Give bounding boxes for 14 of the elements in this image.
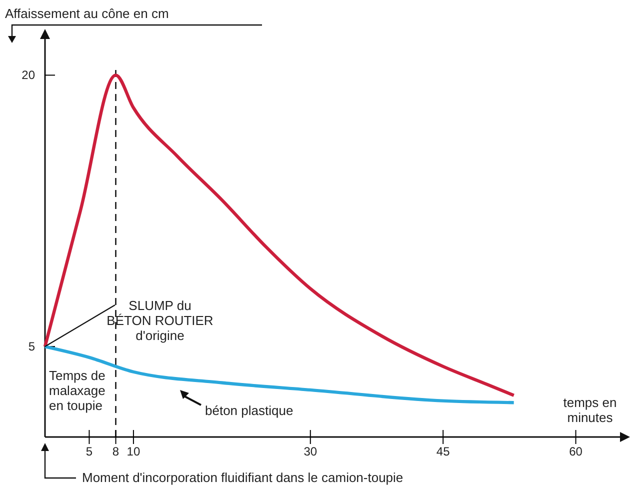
x-tick-label: 60 xyxy=(569,444,583,459)
annotation: béton plastique xyxy=(205,403,294,418)
y-axis-title: Affaissement au cône en cm xyxy=(5,6,169,21)
x-tick-label: 30 xyxy=(304,444,318,459)
x-axis-title: temps en minutes xyxy=(563,395,617,425)
annotation: SLUMP du BÉTON ROUTIER d'origine xyxy=(106,298,214,343)
x-tick-label: 8 xyxy=(112,444,120,459)
x-tick-label: 45 xyxy=(436,444,450,459)
annotation: Temps de malaxage en toupie xyxy=(49,368,106,413)
x-tick-label: 10 xyxy=(126,444,140,459)
line-series xyxy=(43,74,516,397)
y-tick-label: 20 xyxy=(22,68,36,82)
x-tick-label: 5 xyxy=(86,444,93,459)
text: Moment d'incorporation fluidifiant dans le camion-toupie xyxy=(82,470,404,485)
